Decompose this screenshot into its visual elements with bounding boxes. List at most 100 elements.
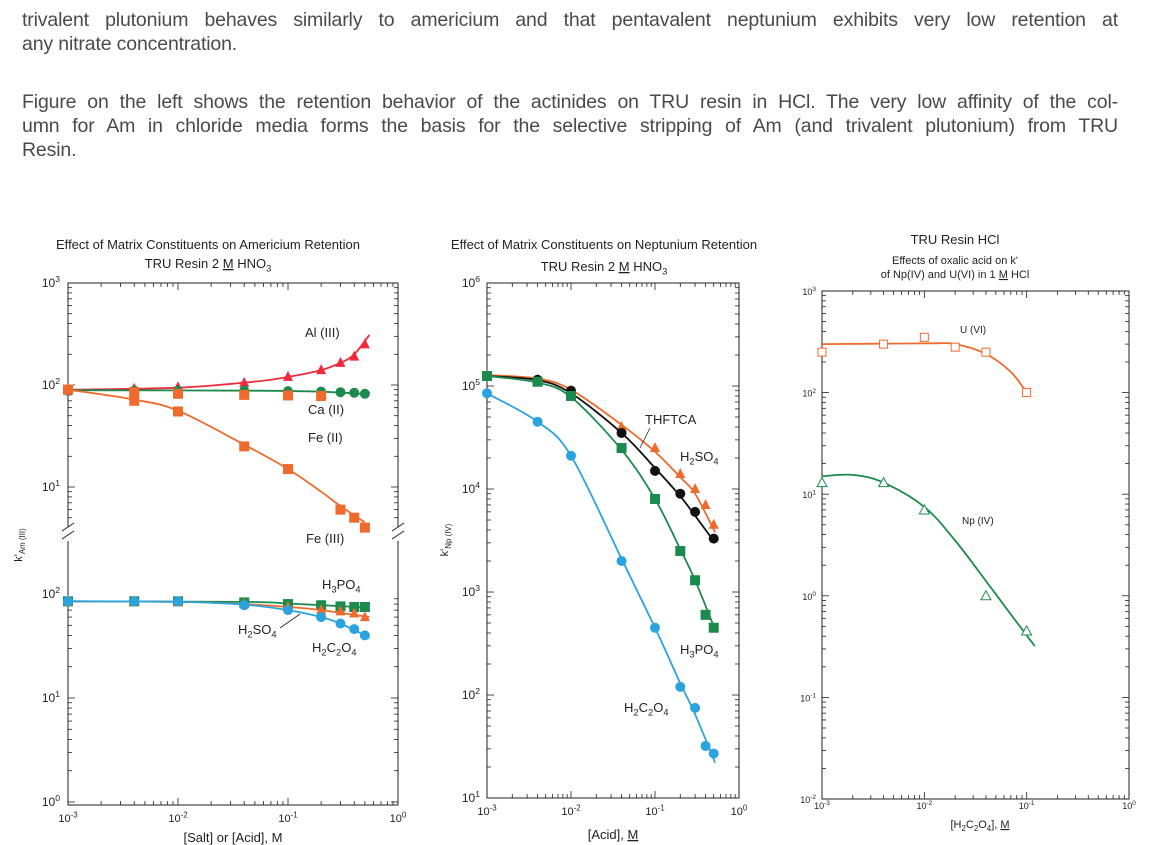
- am-h2so4-point: [349, 607, 360, 618]
- y-tick-label: 101: [42, 478, 60, 494]
- x-axis-label-part: O: [978, 819, 987, 831]
- am-h2c2o4-point: [335, 618, 346, 629]
- x-axis-label-part: M: [1000, 819, 1009, 831]
- am-h2so4-point: [316, 604, 327, 615]
- series-label-part: H: [322, 577, 331, 592]
- x-tick-label-part: -2: [926, 800, 932, 807]
- y-tick-label-part: 10: [42, 480, 56, 494]
- am-ca-ii--point: [335, 387, 346, 398]
- plot-frame: [821, 290, 1130, 800]
- y-tick-label: 10-2: [800, 794, 816, 805]
- series-label-part: 3: [331, 585, 336, 595]
- plot-frame: [486, 282, 740, 799]
- x-tick-label-part: 10: [278, 813, 290, 825]
- y-tick-label: 100: [802, 591, 816, 602]
- np-thftca-point: [650, 442, 660, 453]
- am-fe-iii--point: [283, 464, 293, 475]
- chart-title: TRU Resin HCl: [911, 232, 1000, 247]
- np-h2so4-point: [675, 488, 686, 499]
- y-tick-label: 103: [42, 274, 60, 290]
- am-fe-iii--point: [173, 406, 183, 417]
- y-tick-label-part: 5: [475, 377, 480, 387]
- y-tick-label-part: 10: [800, 795, 810, 805]
- y-tick-label-part: 3: [475, 583, 480, 593]
- y-tick-label-part: 1: [812, 489, 816, 496]
- chart-subtitle-part: TRU Resin 2: [541, 259, 619, 274]
- am-h2c2o4-point: [349, 624, 360, 635]
- y-tick-label-part: 10: [462, 791, 476, 805]
- am-h2so4-point: [359, 611, 370, 622]
- chart-subtitle-2-part: M: [999, 269, 1008, 281]
- y-tick-label: 102: [42, 585, 60, 601]
- ox-np-iv--point: [1020, 625, 1033, 636]
- paragraph-1-line-1: trivalent plutonium behaves similarly to…: [22, 9, 1118, 31]
- chart-subtitle-part: HNO: [234, 256, 267, 271]
- series-label: Ca (II): [308, 402, 344, 417]
- chart-neptunium: Effect of Matrix Constituents on Neptuni…: [439, 237, 757, 842]
- chart-title: Effect of Matrix Constituents on Neptuni…: [451, 237, 757, 252]
- y-tick-label: 104: [462, 480, 480, 496]
- series-label-part: SO: [695, 449, 714, 464]
- x-tick-label-part: -3: [824, 800, 830, 807]
- y-tick-label-part: 10: [42, 587, 56, 601]
- np-h3po4-point: [482, 371, 492, 382]
- y-tick-label: 102: [462, 686, 480, 702]
- np-h2c2o4-point: [532, 416, 543, 427]
- np-h2so4-point: [708, 533, 719, 544]
- series-label-part: H: [312, 640, 321, 655]
- x-axis-label-part: [Acid],: [588, 827, 628, 842]
- y-tick-label: 102: [42, 376, 60, 392]
- chart-subtitle-part: M: [223, 256, 234, 271]
- y-tick-label-part: 10: [802, 389, 812, 399]
- y-axis-label-part: k': [439, 549, 451, 557]
- series-label: H2SO4: [238, 622, 277, 640]
- chart-subtitle-part: M: [619, 259, 630, 274]
- ox-np-iv--line: [821, 473, 1036, 647]
- np-h3po4-point: [616, 443, 627, 454]
- y-tick-label: 101: [462, 789, 480, 805]
- paragraph-1-line-2: any nitrate concentration.: [22, 33, 238, 55]
- x-tick-label-part: 10: [731, 806, 743, 818]
- am-al-iii--point: [316, 364, 327, 375]
- plot-frame: [67, 282, 399, 806]
- x-tick-label: 10-2: [561, 803, 580, 818]
- y-tick-label-part: 2: [812, 388, 816, 395]
- series-label-part: 2: [689, 457, 694, 467]
- series-label-part: 4: [713, 650, 718, 660]
- y-tick-label-part: -2: [810, 794, 816, 801]
- x-axis-label: [H2C2O4], M: [950, 819, 1009, 833]
- paragraph-2-line-1: Figure on the left shows the retention b…: [22, 91, 1118, 113]
- series-label-part: H: [238, 622, 247, 637]
- np-h3po4-point: [650, 493, 660, 504]
- np-thftca-point: [700, 498, 711, 509]
- label-leader: [279, 613, 301, 629]
- x-axis-label-part: M: [627, 827, 638, 842]
- series-label: Al (III): [305, 325, 340, 340]
- ox-np-iv--point: [877, 476, 890, 488]
- paragraph-1: trivalent plutonium behaves similarly to…: [22, 8, 1118, 56]
- am-ca-ii--point: [349, 387, 360, 398]
- am-al-iii--line: [67, 334, 371, 391]
- x-tick-label-part: 10: [1122, 801, 1132, 811]
- series-label-part: 4: [271, 630, 276, 640]
- am-fe-ii--point: [129, 387, 140, 398]
- x-tick-label-part: 10: [58, 813, 70, 825]
- x-tick-label: 10-2: [168, 810, 187, 825]
- ox-u-vi--line: [821, 342, 1028, 394]
- series-label: H2C2O4: [624, 700, 669, 718]
- chart-subtitle-2: of Np(IV) and U(VI) in 1 M HCl: [881, 269, 1030, 281]
- y-tick-label-part: 10: [462, 585, 476, 599]
- am-al-iii--point: [359, 338, 370, 349]
- ox-np-iv--point: [980, 589, 992, 601]
- x-tick-label-part: -3: [490, 803, 498, 812]
- np-h2c2o4-point: [675, 681, 686, 692]
- y-tick-label-part: 10: [802, 287, 812, 297]
- y-tick-label-part: 3: [812, 286, 816, 293]
- series-label-part: SO: [253, 622, 272, 637]
- y-tick-label-part: 1: [55, 689, 60, 699]
- np-h3po4-point: [690, 575, 701, 586]
- y-tick-label-part: 10: [802, 592, 812, 602]
- series-label-part: 4: [355, 585, 360, 595]
- paragraph-2-line-2: umn for Am in chloride media forms the b…: [22, 115, 1118, 137]
